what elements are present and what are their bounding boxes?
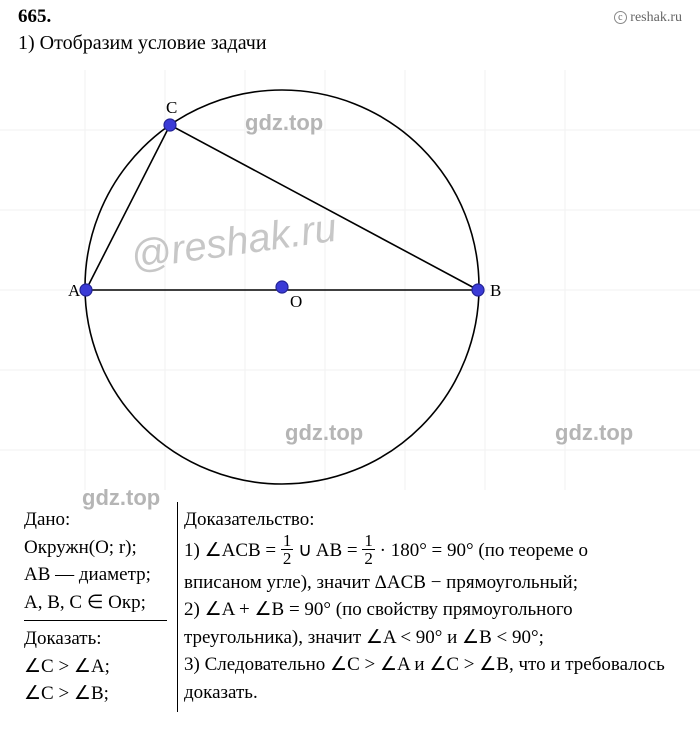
given-line: A, B, C ∈ Окр; xyxy=(24,589,167,617)
prove-line: ∠C > ∠B; xyxy=(24,680,167,708)
triangle-lines xyxy=(86,125,478,290)
divider xyxy=(24,620,167,621)
fraction: 1 2 xyxy=(362,532,375,567)
text: ∪ AB = xyxy=(298,539,362,560)
given-line: Окружн(O; r); xyxy=(24,534,167,562)
given-label: Дано: xyxy=(24,506,167,534)
text: 1) ∠ACB = xyxy=(184,539,281,560)
grid xyxy=(0,70,700,490)
label-O: O xyxy=(290,292,302,311)
point-B xyxy=(472,284,484,296)
points xyxy=(80,119,484,296)
denominator: 2 xyxy=(281,549,294,567)
label-A: A xyxy=(68,281,81,300)
copyright-icon: c xyxy=(614,11,627,24)
page-root: 665. c reshak.ru 1) Отобразим условие за… xyxy=(0,0,700,733)
proof-line-3: 3) Следовательно ∠C > ∠A и ∠C > ∠B, что … xyxy=(184,651,670,706)
label-C: C xyxy=(166,98,177,117)
site-logo: c reshak.ru xyxy=(614,10,682,26)
geometry-figure: A B C O xyxy=(0,70,700,490)
fraction: 1 2 xyxy=(281,532,294,567)
point-A xyxy=(80,284,92,296)
logo-text: reshak.ru xyxy=(630,10,682,25)
numerator: 1 xyxy=(281,532,294,549)
problem-number: 665. xyxy=(18,6,51,28)
text: · 180° = 90° (по теореме о xyxy=(380,539,588,560)
point-O xyxy=(276,281,288,293)
proof-line-2: 2) ∠A + ∠B = 90° (по свойству прямоуголь… xyxy=(184,596,670,651)
numerator: 1 xyxy=(362,532,375,549)
denominator: 2 xyxy=(362,549,375,567)
point-C xyxy=(164,119,176,131)
given-line: AB — диаметр; xyxy=(24,561,167,589)
label-B: B xyxy=(490,281,501,300)
proof-line-1: 1) ∠ACB = 1 2 ∪ AB = 1 2 · 180° = 90° (п… xyxy=(184,534,670,569)
proof-label: Доказательство: xyxy=(184,506,670,534)
step-1-text: 1) Отобразим условие задачи xyxy=(18,32,267,55)
prove-line: ∠C > ∠A; xyxy=(24,653,167,681)
segment xyxy=(170,125,478,290)
segment xyxy=(86,125,170,290)
proof-table: Дано: Окружн(O; r); AB — диаметр; A, B, … xyxy=(18,500,682,714)
prove-label: Доказать: xyxy=(24,625,167,653)
proof-line-1b: вписаном угле), значит ΔACB − прямоуголь… xyxy=(184,569,670,597)
